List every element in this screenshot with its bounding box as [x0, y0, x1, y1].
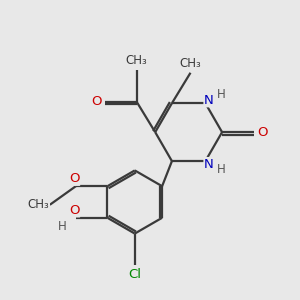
Text: H: H	[217, 88, 226, 101]
Text: N: N	[204, 94, 214, 107]
Text: CH₃: CH₃	[126, 54, 148, 67]
Text: O: O	[69, 204, 80, 217]
Text: O: O	[92, 94, 102, 108]
Text: O: O	[69, 172, 80, 185]
Text: O: O	[257, 126, 268, 139]
Text: H: H	[217, 163, 226, 176]
Text: Cl: Cl	[128, 268, 141, 281]
Text: N: N	[204, 158, 214, 171]
Text: CH₃: CH₃	[180, 57, 201, 70]
Text: CH₃: CH₃	[28, 198, 50, 211]
Text: H: H	[58, 220, 67, 233]
